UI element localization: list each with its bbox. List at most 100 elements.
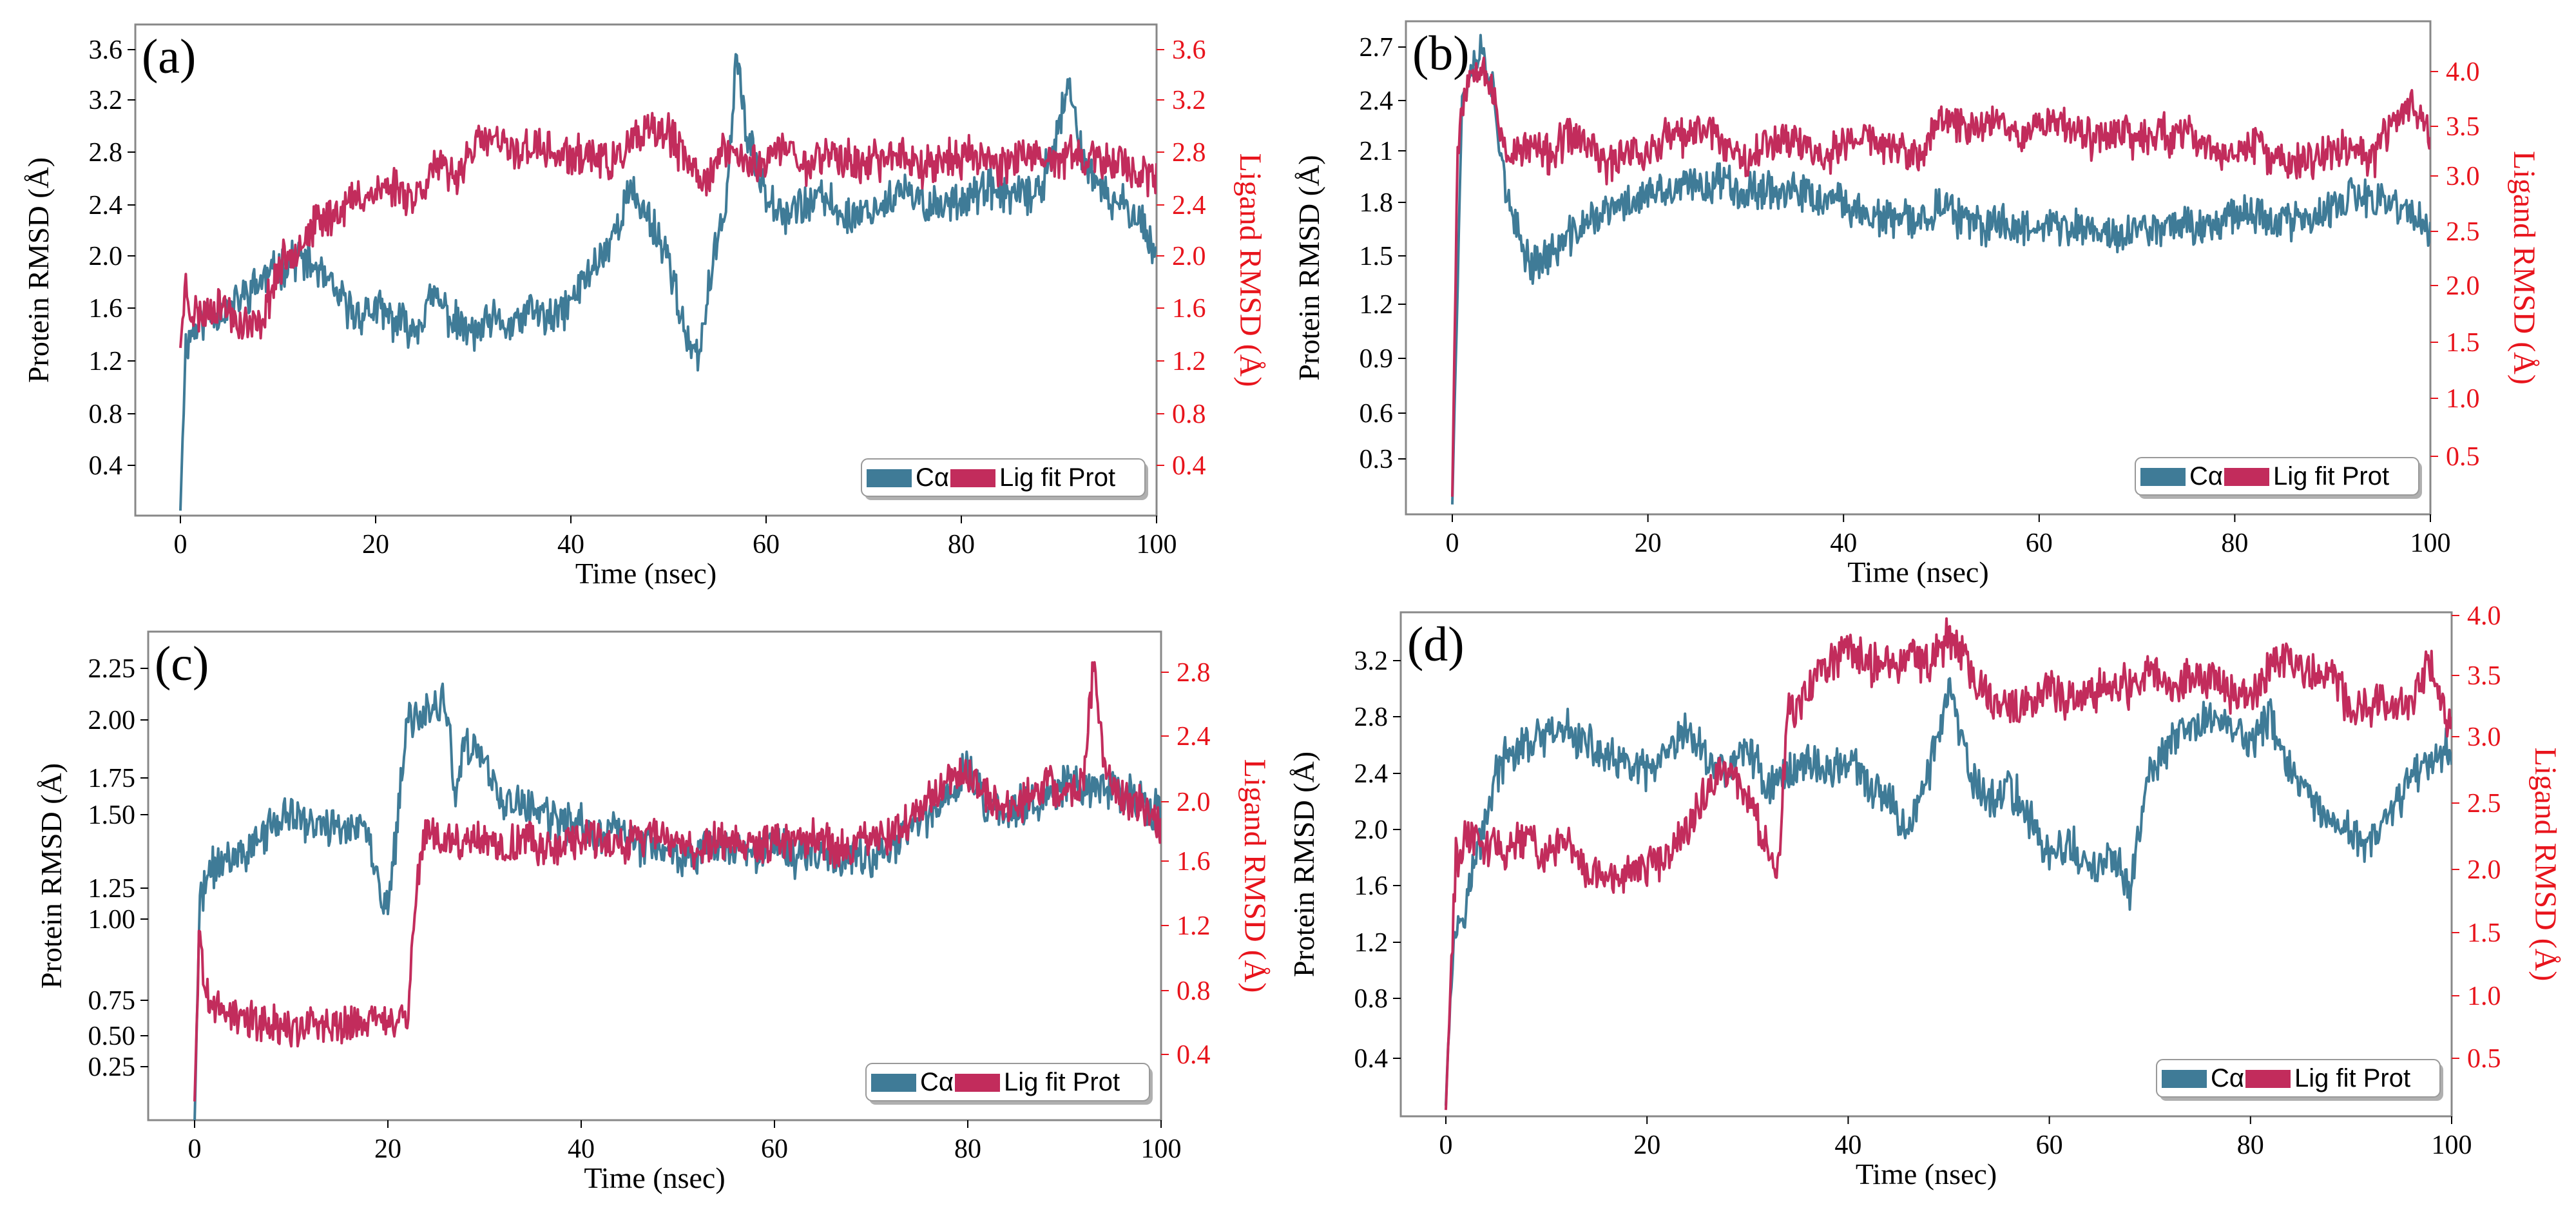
legend-label-ligand: Lig fit Prot (999, 463, 1115, 492)
y-left-tick-label: 3.2 (89, 86, 123, 115)
legend-label-calpha: Cα (2189, 462, 2223, 490)
y-left-tick-label: 2.1 (1360, 137, 1394, 166)
x-tick-label: 80 (2221, 529, 2248, 558)
y-right-tick-label: 0.4 (1177, 1040, 1211, 1070)
panel-label: (c) (155, 637, 209, 691)
y-right-tick-label: 1.5 (2446, 328, 2480, 358)
x-tick-label: 40 (557, 530, 584, 559)
legend-swatch-calpha (871, 1074, 916, 1092)
legend-swatch-calpha (867, 469, 912, 487)
y-right-tick-label: 0.4 (1172, 451, 1206, 481)
legend-label-calpha: Cα (920, 1068, 954, 1096)
legend-box (865, 1063, 1150, 1101)
x-tick-label: 100 (2410, 529, 2451, 558)
legend-swatch-ligand (2224, 468, 2269, 486)
y-right-tick-label: 1.5 (2467, 918, 2501, 948)
legend-box (861, 458, 1146, 497)
y-left-tick-label: 1.5 (1360, 242, 1394, 271)
x-tick-label: 20 (1635, 529, 1662, 558)
y-left-tick-label: 0.4 (89, 451, 123, 481)
legend-box (2156, 1059, 2441, 1098)
panel-a: 0.4 0.8 1.2 1.6 2.0 2.4 2.8 3.2 3.6 0.4 0.8 1.2 1.6 2… (22, 23, 1267, 590)
y-right-tick-label: 3.2 (1172, 86, 1206, 115)
y-right-tick-label: 0.5 (2446, 442, 2480, 472)
y-left-tick-label: 1.2 (1360, 290, 1394, 320)
y-right-tick-label: 2.5 (2446, 217, 2480, 247)
panel-c: 0.250.500.751.001.251.501.752.002.250.40… (35, 630, 1272, 1194)
x-tick-label: 80 (2237, 1130, 2264, 1160)
y-left-tick-label: 2.8 (1354, 703, 1389, 732)
plot-frame (1405, 20, 2432, 516)
x-tick-label: 20 (362, 530, 389, 559)
y-right-tick-label: 1.6 (1177, 847, 1211, 877)
y-left-tick-label: 2.0 (1354, 815, 1389, 845)
y-left-axis-label: Protein RMSD (Å) (22, 157, 55, 383)
plot-frame (1399, 611, 2453, 1118)
y-right-tick-label: 0.8 (1177, 976, 1211, 1006)
y-left-axis-label: Protein RMSD (Å) (1287, 752, 1320, 977)
y-right-axis-label: Ligand RMSD (Å) (2528, 748, 2562, 982)
y-right-tick-label: 4.0 (2467, 601, 2501, 631)
y-right-tick-label: 2.0 (2446, 271, 2480, 301)
x-tick-label: 60 (2026, 529, 2053, 558)
plot-frame (147, 630, 1162, 1121)
y-left-tick-label: 2.4 (1354, 759, 1389, 789)
y-right-axis-label: Ligand RMSD (Å) (1238, 759, 1272, 993)
legend: Cα Lig fit Prot (865, 1063, 1153, 1105)
y-right-tick-label: 2.4 (1177, 722, 1211, 752)
y-right-tick-label: 2.8 (1177, 658, 1211, 688)
y-left-tick-label: 2.00 (88, 706, 136, 735)
y-right-tick-label: 3.6 (1172, 35, 1206, 65)
y-left-tick-label: 0.8 (89, 400, 123, 429)
y-left-tick-label: 0.9 (1360, 344, 1394, 374)
legend: Cα Lig fit Prot (2135, 457, 2422, 499)
legend-label-calpha: Cα (2211, 1064, 2244, 1092)
y-left-tick-label: 0.6 (1360, 399, 1394, 429)
x-tick-label: 60 (753, 530, 780, 559)
x-tick-label: 0 (188, 1134, 202, 1164)
legend-label-calpha: Cα (916, 463, 949, 492)
x-axis-label: Time (nsec) (1847, 556, 1988, 588)
x-tick-label: 40 (1830, 529, 1857, 558)
x-axis-label: Time (nsec) (575, 557, 716, 590)
y-left-tick-label: 1.00 (88, 905, 136, 935)
y-left-tick-label: 2.8 (89, 138, 123, 168)
y-left-tick-label: 2.7 (1360, 33, 1394, 63)
y-left-tick-label: 3.6 (89, 35, 123, 65)
y-right-tick-label: 1.2 (1172, 347, 1206, 376)
series-line-calpha (1451, 34, 2430, 505)
y-right-tick-label: 2.5 (2467, 789, 2501, 819)
series-line-ligand (179, 112, 1157, 348)
x-tick-label: 0 (1439, 1130, 1453, 1160)
x-axis-label: Time (nsec) (1856, 1158, 1997, 1190)
x-tick-label: 80 (948, 530, 975, 559)
legend-label-ligand: Lig fit Prot (2294, 1064, 2410, 1092)
legend-swatch-calpha (2162, 1070, 2207, 1088)
x-tick-label: 100 (1141, 1134, 1182, 1164)
y-right-tick-label: 2.8 (1172, 138, 1206, 168)
x-tick-label: 100 (2432, 1130, 2472, 1160)
x-tick-label: 80 (954, 1134, 981, 1164)
y-left-tick-label: 0.8 (1354, 984, 1389, 1014)
y-left-tick-label: 2.0 (89, 242, 123, 271)
series-line-calpha (1445, 677, 2452, 1106)
y-right-tick-label: 3.5 (2467, 661, 2501, 691)
legend: Cα Lig fit Prot (2156, 1059, 2443, 1101)
series-line-calpha (179, 53, 1157, 511)
x-tick-label: 0 (1446, 529, 1459, 558)
y-right-tick-label: 2.0 (1177, 788, 1211, 817)
x-tick-label: 0 (174, 530, 187, 559)
panel-label: (b) (1412, 26, 1470, 81)
legend-box (2135, 457, 2419, 496)
y-left-tick-label: 1.6 (89, 294, 123, 324)
y-right-axis-label: Ligand RMSD (Å) (1233, 153, 1267, 387)
y-right-tick-label: 2.0 (2467, 855, 2501, 885)
legend-swatch-ligand (2245, 1070, 2291, 1088)
y-left-tick-label: 3.2 (1354, 646, 1389, 676)
x-axis-label: Time (nsec) (584, 1161, 725, 1194)
legend: Cα Lig fit Prot (861, 458, 1148, 500)
panel-label: (d) (1407, 617, 1465, 672)
y-left-tick-label: 0.75 (88, 986, 136, 1016)
y-left-tick-label: 1.75 (88, 764, 136, 793)
